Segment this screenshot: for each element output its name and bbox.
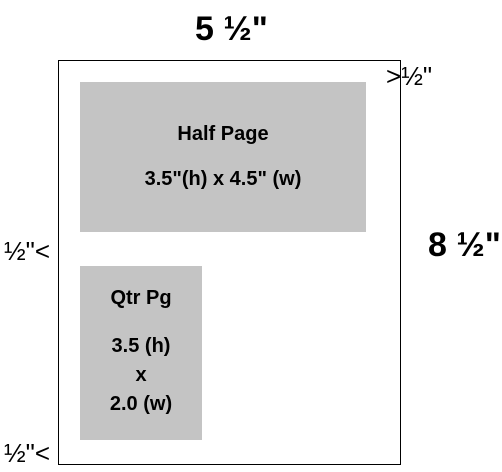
right-margin-value: ½" [401,61,433,91]
half-page-size: 3.5"(h) x 4.5" (w) [144,168,302,190]
left-margin-arrow: < [34,236,51,266]
left-margin-value: ½" [4,236,35,266]
bottom-margin-arrow: < [34,438,51,468]
page-width-label: 5 ½" [195,10,268,48]
page-height-label: 8 ½" [428,226,501,264]
right-margin-arrow: > [386,61,402,91]
bottom-margin-value: ½" [4,438,35,468]
left-margin-label: ½"< [4,238,50,264]
right-margin-label: >½" [386,63,432,89]
quarter-page-times: x [135,364,147,386]
quarter-page-height: 3.5 (h) [111,335,171,357]
quarter-page-title: Qtr Pg [110,287,172,309]
half-page-ad-box: Half Page 3.5"(h) x 4.5" (w) [80,82,366,232]
quarter-page-width: 2.0 (w) [109,393,173,415]
bottom-margin-label: ½"< [4,440,50,466]
quarter-page-ad-box: Qtr Pg 3.5 (h) x 2.0 (w) [80,266,202,440]
half-page-title: Half Page [177,123,269,145]
